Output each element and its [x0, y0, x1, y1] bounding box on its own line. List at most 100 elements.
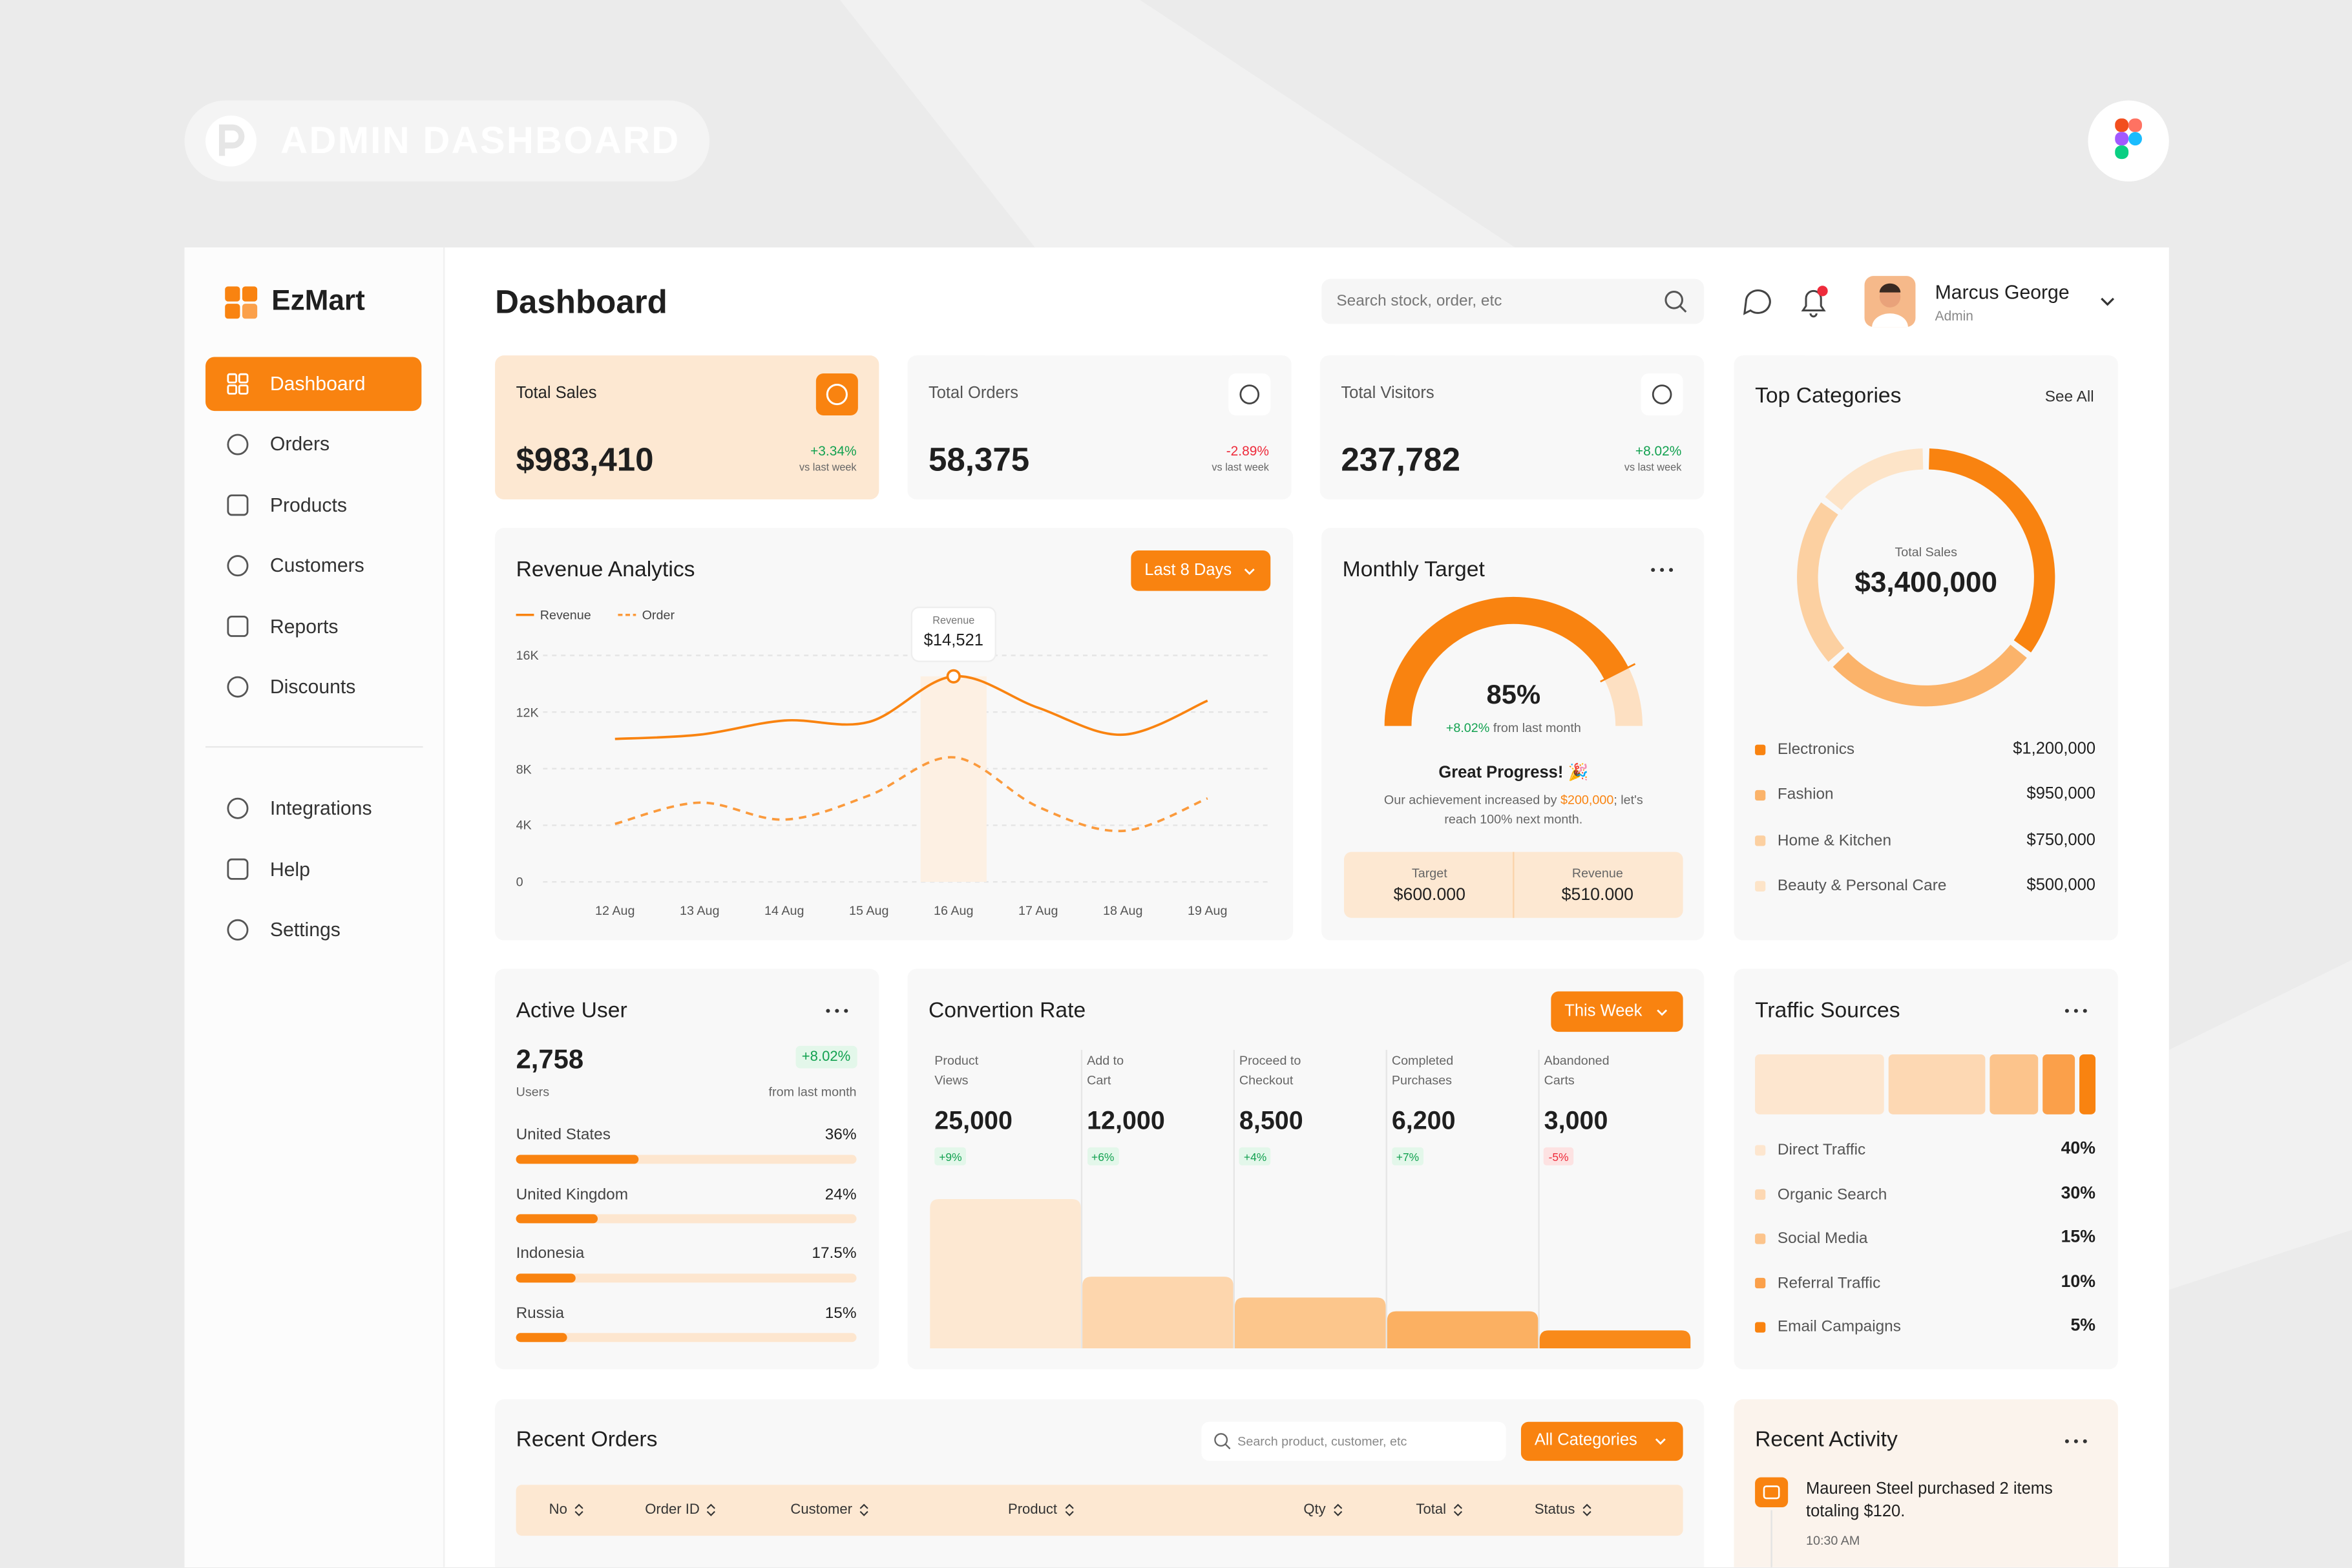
- menu-item[interactable]: Settings: [269, 918, 341, 941]
- menu-item[interactable]: Dashboard: [269, 372, 366, 395]
- legend-label: Electronics: [1777, 740, 1855, 758]
- highlight-band: [920, 676, 987, 883]
- brand-logo: [225, 304, 240, 319]
- figma-icon: [2128, 132, 2143, 146]
- legend-swatch: [1755, 1233, 1766, 1244]
- sort-icon[interactable]: [1063, 1503, 1075, 1517]
- activity-text: Maureen Steel purchased 2 items totaling…: [1806, 1480, 2053, 1521]
- stat-change: +8.02%: [1635, 443, 1682, 459]
- legend-swatch: [1755, 789, 1766, 801]
- more-menu[interactable]: [1651, 568, 1655, 572]
- bar: [516, 1214, 598, 1224]
- legend-value: $1,200,000: [2013, 740, 2096, 758]
- bg-shape: [2168, 959, 2352, 1290]
- brand-logo: [242, 304, 258, 319]
- sort-icon[interactable]: [1452, 1503, 1464, 1517]
- column-header[interactable]: Total: [1416, 1501, 1464, 1518]
- message-part: $200,000: [1560, 791, 1614, 807]
- legend-label: Direct Traffic: [1777, 1140, 1866, 1159]
- search-placeholder[interactable]: Search product, customer, etc: [1237, 1434, 1407, 1449]
- sort-icon[interactable]: [1581, 1503, 1593, 1517]
- gauge-marker: [1600, 663, 1636, 683]
- more-menu[interactable]: [2064, 1009, 2069, 1013]
- filter-button[interactable]: [1551, 991, 1683, 1032]
- more-menu[interactable]: [2083, 1439, 2087, 1443]
- orders-search[interactable]: [1201, 1421, 1506, 1461]
- change-badge: +7%: [1391, 1147, 1424, 1166]
- figma-icon: [2115, 118, 2129, 132]
- sort-icon[interactable]: [1332, 1503, 1344, 1517]
- menu-item[interactable]: Products: [269, 493, 347, 516]
- column-header[interactable]: Order ID: [645, 1501, 717, 1518]
- change-badge: +8.02%: [795, 1045, 857, 1069]
- summary-label: Target: [1411, 865, 1447, 881]
- notification-dot: [1817, 286, 1828, 297]
- stage-label: Abandoned Carts: [1544, 1052, 1610, 1087]
- column-header[interactable]: Status: [1535, 1501, 1593, 1518]
- change-badge: +6%: [1087, 1147, 1119, 1166]
- bell-icon[interactable]: [1801, 289, 1826, 318]
- search-box[interactable]: [1321, 278, 1705, 324]
- stat-card: [1319, 355, 1705, 500]
- legend-label: Beauty & Personal Care: [1777, 877, 1947, 895]
- sort-icon[interactable]: [573, 1503, 585, 1517]
- avatar-shirt: [1872, 313, 1908, 328]
- menu-icon: [238, 373, 249, 384]
- legend-value: 40%: [2061, 1140, 2096, 1158]
- table-header: [516, 1485, 1683, 1536]
- country-value: 17.5%: [812, 1244, 857, 1263]
- sort-icon[interactable]: [858, 1503, 870, 1517]
- activity-card: [1734, 1399, 2118, 1567]
- more-menu[interactable]: [1660, 568, 1664, 572]
- menu-item[interactable]: Discounts: [269, 675, 356, 698]
- more-menu[interactable]: [844, 1009, 848, 1013]
- donut-center-label: Total Sales: [1895, 544, 1957, 559]
- column-header[interactable]: No: [549, 1501, 585, 1518]
- country-value: 15%: [824, 1304, 857, 1322]
- search-icon: [1224, 1443, 1231, 1450]
- menu-item[interactable]: Integrations: [269, 797, 372, 819]
- card-title: Traffic Sources: [1755, 999, 1900, 1023]
- search-placeholder[interactable]: Search stock, order, etc: [1336, 291, 1502, 310]
- menu-item[interactable]: Orders: [269, 432, 330, 455]
- summary-value: $510.000: [1561, 886, 1634, 905]
- menu-item[interactable]: Reports: [269, 614, 339, 638]
- filter-label[interactable]: Last 8 Days: [1144, 561, 1232, 580]
- bar-track: [516, 1333, 857, 1343]
- search-icon: [1214, 1433, 1228, 1447]
- summary-value: $600.000: [1393, 886, 1466, 905]
- filter-button[interactable]: [1520, 1421, 1683, 1461]
- change-badge: +9%: [934, 1147, 967, 1166]
- menu-item[interactable]: Customers: [269, 554, 364, 577]
- filter-label[interactable]: This Week: [1564, 1002, 1643, 1021]
- more-menu[interactable]: [2083, 1009, 2087, 1013]
- sort-icon[interactable]: [706, 1503, 718, 1517]
- more-menu[interactable]: [826, 1009, 830, 1013]
- filter-label[interactable]: All Categories: [1534, 1431, 1637, 1450]
- legend-swatch: [1755, 1277, 1766, 1289]
- avatar-hair: [1879, 283, 1901, 293]
- bar: [930, 1198, 1081, 1348]
- sort-arrows: [1582, 1503, 1591, 1516]
- card-title: Revenue Analytics: [516, 558, 695, 583]
- column-header[interactable]: Customer: [790, 1501, 870, 1518]
- more-menu[interactable]: [2074, 1009, 2078, 1013]
- see-all[interactable]: See All: [2044, 388, 2094, 406]
- more-menu[interactable]: [1669, 568, 1674, 572]
- menu-item[interactable]: Help: [269, 857, 310, 880]
- chat-icon[interactable]: [1743, 289, 1771, 315]
- banner-pill: [184, 100, 710, 182]
- legend-value: $950,000: [2026, 785, 2096, 804]
- legend-swatch: [1755, 1189, 1766, 1200]
- more-menu[interactable]: [835, 1009, 839, 1013]
- user-menu-chevron[interactable]: [2101, 297, 2115, 306]
- column-header[interactable]: Qty: [1303, 1501, 1343, 1518]
- more-menu[interactable]: [2074, 1439, 2078, 1443]
- legend-value: $750,000: [2026, 831, 2096, 849]
- more-menu[interactable]: [2064, 1439, 2069, 1443]
- user-count: 2,758: [516, 1044, 584, 1074]
- column-header[interactable]: Product: [1008, 1501, 1075, 1518]
